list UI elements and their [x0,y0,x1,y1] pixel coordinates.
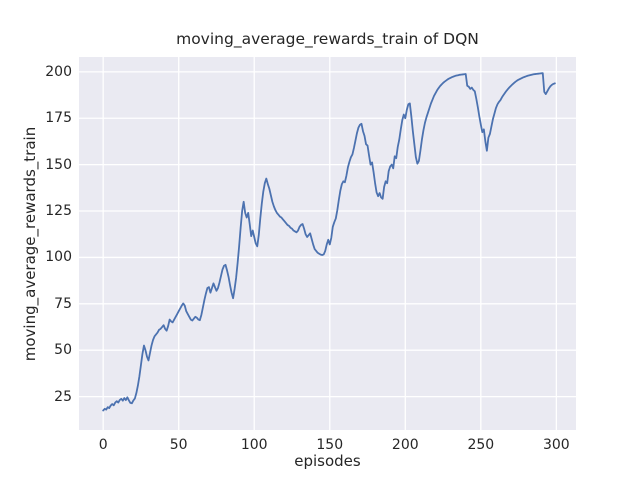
y-tick-label: 150 [45,156,72,173]
y-tick-label: 100 [45,249,72,266]
chart-title: moving_average_rewards_train of DQN [176,30,479,48]
y-tick-label: 50 [54,342,72,359]
x-tick-label: 50 [169,437,188,453]
x-axis-label: episodes [294,452,361,470]
x-tick-label: 100 [240,437,268,453]
y-tick-label: 200 [45,63,72,80]
x-tick-label: 200 [391,437,419,453]
x-tick-label: 0 [98,437,108,453]
y-tick-label: 125 [45,203,72,220]
plot-area [79,57,576,430]
y-tick-label: 25 [54,388,72,405]
x-tick-label: 150 [316,437,344,453]
x-tick-label: 250 [467,437,495,453]
series-line [102,72,556,412]
x-tick-label: 300 [542,437,570,453]
y-tick-label: 175 [45,110,72,127]
y-axis-label: moving_average_rewards_train [21,126,39,362]
y-tick-label: 75 [54,295,72,312]
line-plot-svg [79,57,576,430]
